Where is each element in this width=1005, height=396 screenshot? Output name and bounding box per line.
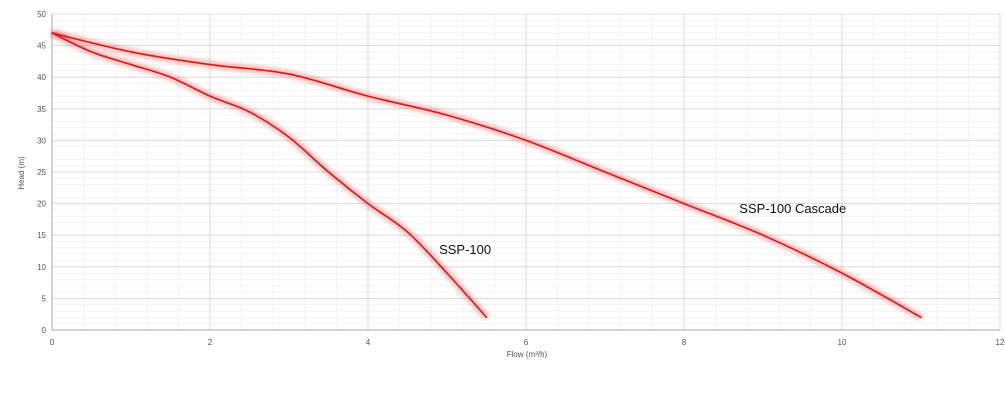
series-label-ssp-100-cascade: SSP-100 Cascade	[739, 201, 846, 216]
y-tick-label: 10	[37, 263, 46, 272]
series-line-ssp-100-cascade	[51, 32, 922, 319]
series-glow-ssp-100	[50, 30, 489, 320]
series-label-ssp-100: SSP-100	[439, 242, 491, 257]
y-tick-label: 15	[37, 231, 46, 240]
series-layer	[50, 30, 923, 320]
x-tick-label: 4	[366, 338, 371, 347]
annotation-layer: SSP-100 SSP-100 Cascade	[439, 201, 846, 257]
x-tick-label: 10	[838, 338, 847, 347]
y-axis-label: Head (m)	[17, 156, 26, 190]
y-tick-labels: 0 5 10 15 20 25 30 35 40 45 50	[37, 10, 46, 335]
axes	[51, 14, 1000, 331]
y-tick-label: 50	[37, 10, 46, 19]
y-tick-label: 20	[37, 200, 46, 209]
y-tick-label: 45	[37, 42, 46, 51]
x-tick-labels: 0 2 4 6 8 10 12	[50, 338, 1005, 347]
x-tick-label: 12	[996, 338, 1005, 347]
series-line-ssp-100	[51, 32, 488, 319]
y-tick-label: 30	[37, 136, 46, 145]
y-tick-label: 5	[42, 294, 47, 303]
y-tick-label: 40	[37, 73, 46, 82]
x-tick-label: 0	[50, 338, 55, 347]
x-tick-label: 6	[524, 338, 529, 347]
x-tick-label: 2	[208, 338, 213, 347]
x-axis-label: Flow (m³/h)	[507, 350, 548, 359]
y-tick-label: 35	[37, 105, 46, 114]
y-tick-label: 25	[37, 168, 46, 177]
y-tick-label: 0	[42, 326, 47, 335]
x-tick-label: 8	[682, 338, 687, 347]
series-glow-ssp-100-cascade	[51, 30, 923, 320]
